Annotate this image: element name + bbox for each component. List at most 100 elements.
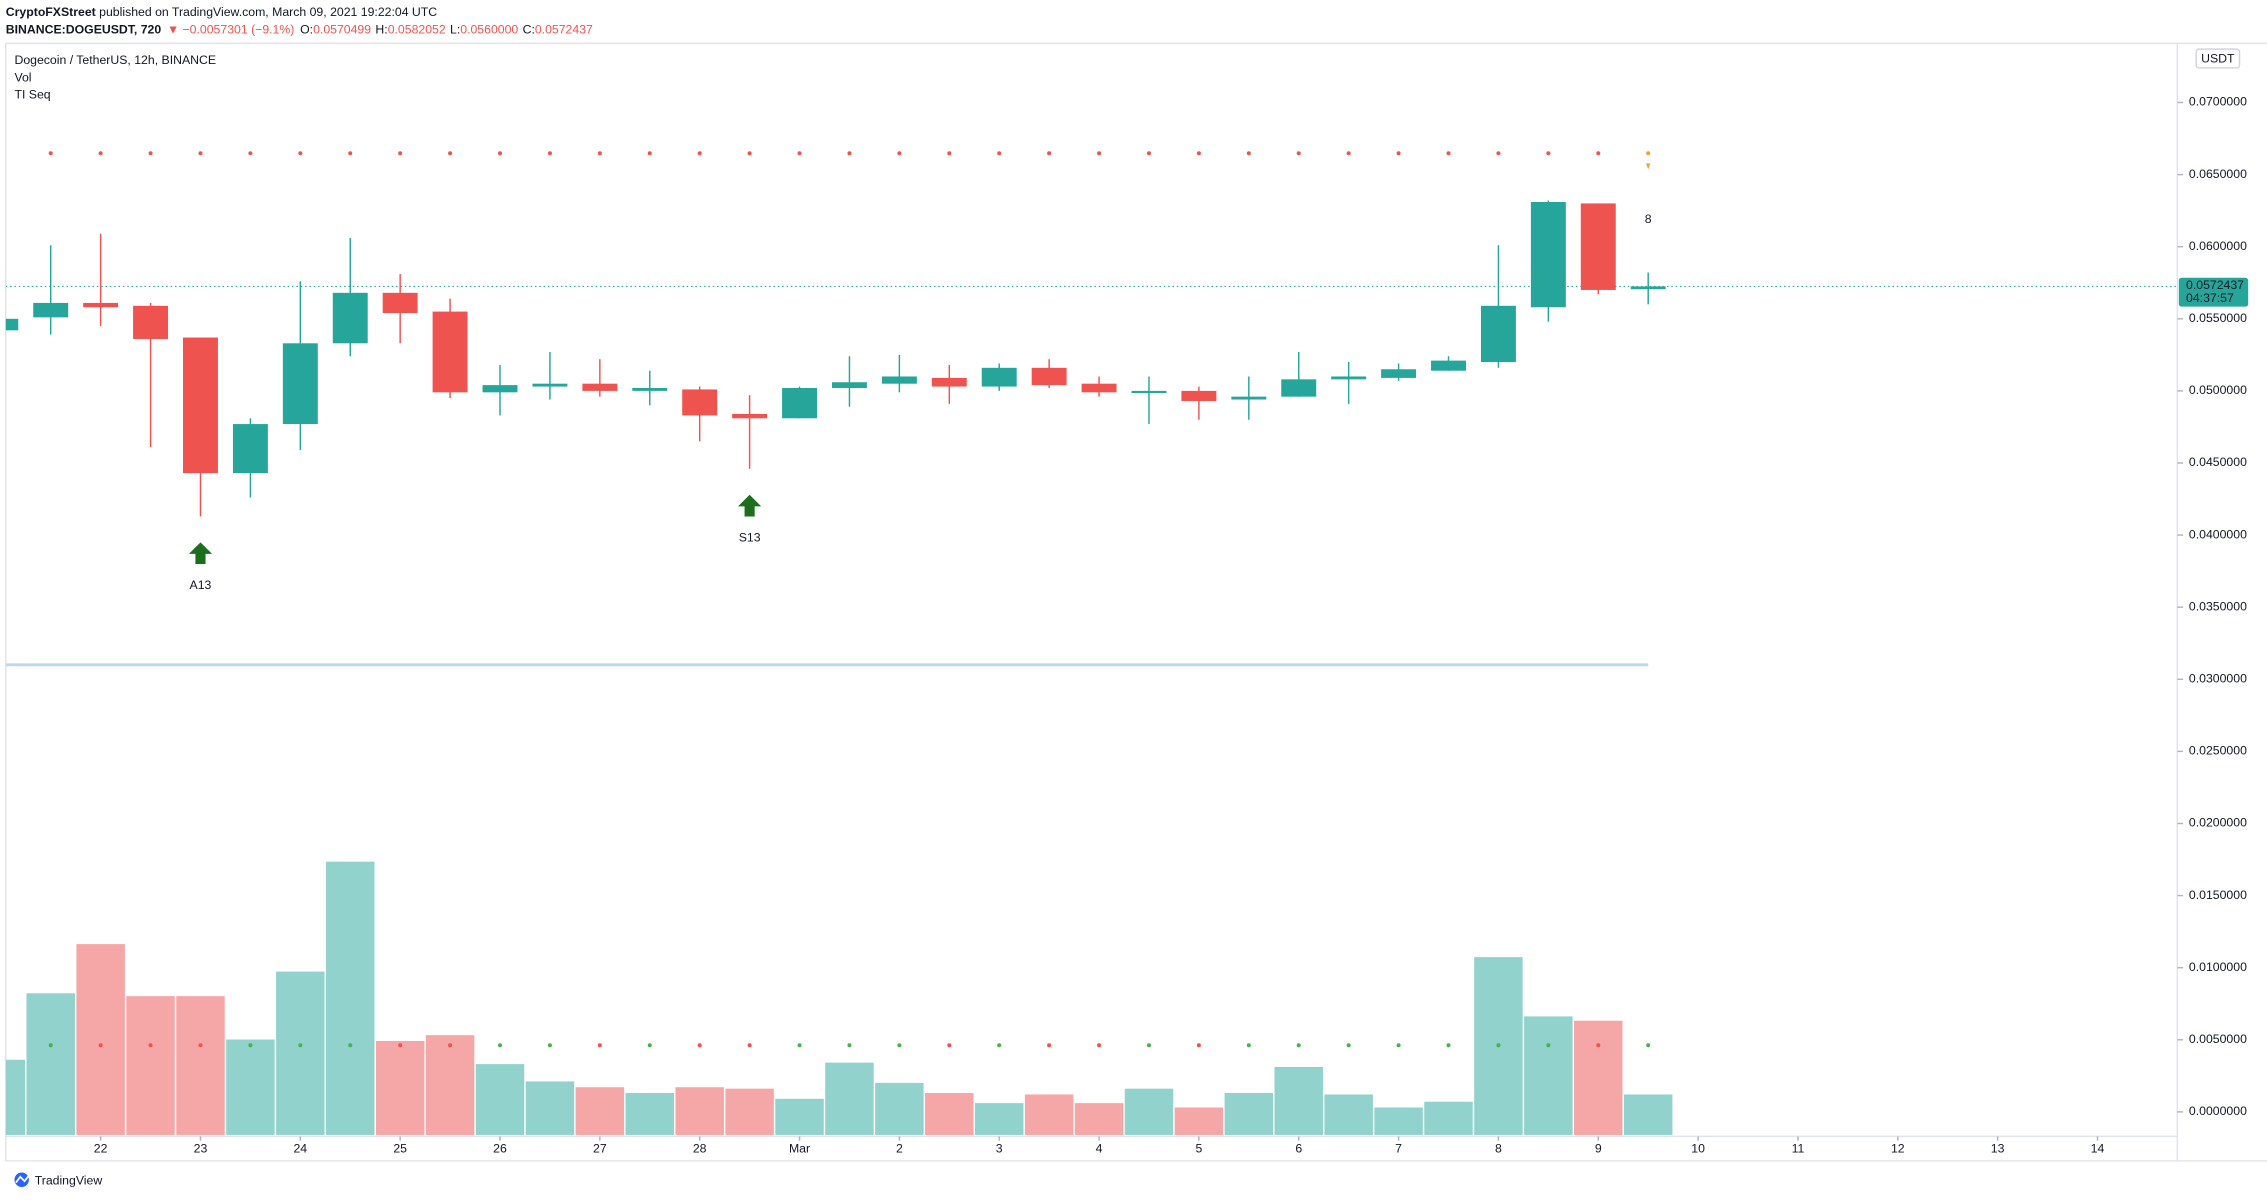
seq-dot <box>1396 151 1401 156</box>
seq-dot <box>1496 1043 1501 1048</box>
seq-dot <box>1296 151 1301 156</box>
seq-dot <box>48 1043 53 1048</box>
seq-dot <box>1646 1043 1651 1048</box>
volume-bar <box>76 944 125 1135</box>
seq-dot <box>547 151 552 156</box>
seq-dot <box>847 151 852 156</box>
x-tick-label: 4 <box>1096 1142 1103 1156</box>
seq-dot <box>198 151 203 156</box>
candle-body <box>831 382 867 389</box>
symbol-line: BINANCE:DOGEUSDT, 720 ▼ −0.0057301 (−9.1%… <box>6 23 593 37</box>
x-tick-label: 6 <box>1295 1142 1302 1156</box>
candle-body <box>532 383 568 387</box>
volume-bar <box>276 971 325 1135</box>
candle-body <box>382 292 418 314</box>
candle-body <box>83 302 119 308</box>
candle-body <box>133 305 169 339</box>
volume-bar <box>725 1088 774 1135</box>
volume-bar <box>1174 1107 1224 1135</box>
volume-bar <box>525 1081 575 1135</box>
candle-body <box>632 388 668 391</box>
seq-dot <box>298 1043 303 1048</box>
seq-dot <box>1047 1043 1052 1048</box>
volume-bar <box>575 1087 625 1135</box>
x-tick-label: 23 <box>194 1142 208 1156</box>
candle-body <box>1131 390 1167 394</box>
seq-count: 8 <box>1645 212 1652 226</box>
seq-dot <box>597 1043 602 1048</box>
legend-title: Dogecoin / TetherUS, 12h, BINANCE <box>14 53 216 67</box>
volume-bar <box>1424 1101 1473 1135</box>
count-arrow <box>1646 163 1651 170</box>
ohlc-key: H: <box>375 23 387 37</box>
candle-body <box>282 343 318 425</box>
candle-body <box>183 337 218 474</box>
x-tick-label: 8 <box>1495 1142 1502 1156</box>
volume-bar <box>775 1098 824 1135</box>
candle-body <box>432 311 468 393</box>
candle-body <box>782 388 818 419</box>
seq-dot <box>1196 151 1201 156</box>
ohlc-value: 0.0570499 <box>313 23 371 37</box>
currency[interactable]: USDT <box>2201 52 2235 66</box>
y-tick-label: 0.0050000 <box>2189 1032 2247 1046</box>
ohlc-value: 0.0582052 <box>388 23 446 37</box>
seq-dot <box>947 1043 952 1048</box>
seq-dot <box>148 1043 153 1048</box>
seq-dot <box>747 1043 752 1048</box>
candle-body <box>5 318 19 331</box>
seq-dot <box>797 1043 802 1048</box>
candle-body <box>232 424 268 474</box>
x-tick-label: 12 <box>1891 1142 1905 1156</box>
legend-vol: Vol <box>14 70 31 84</box>
volume-bar <box>1124 1088 1174 1135</box>
candle-body <box>1331 376 1367 380</box>
volume-bar <box>126 996 175 1135</box>
volume-bar <box>1224 1093 1274 1135</box>
y-tick-label: 0.0450000 <box>2189 455 2247 469</box>
seq-dot <box>1196 1043 1201 1048</box>
seq-dot <box>1546 1043 1551 1048</box>
volume-bar <box>425 1035 475 1135</box>
x-tick-label: 10 <box>1691 1142 1705 1156</box>
symbol: BINANCE:DOGEUSDT, 720 <box>6 23 162 37</box>
y-tick-label: 0.0500000 <box>2189 383 2247 397</box>
candle-body <box>931 377 967 387</box>
seq-dot <box>448 151 453 156</box>
seq-dot <box>497 1043 503 1048</box>
seq-dot <box>647 151 652 156</box>
x-tick-label: 7 <box>1395 1142 1402 1156</box>
seq-dot <box>1146 151 1152 156</box>
volume-bar <box>1024 1094 1074 1135</box>
seq-dot <box>1346 1043 1351 1048</box>
x-tick-label: 27 <box>593 1142 607 1156</box>
seq-dot <box>1246 151 1251 156</box>
seq-dot <box>997 1043 1002 1048</box>
x-tick-label: Mar <box>789 1142 810 1156</box>
seq-dot <box>1446 151 1451 156</box>
y-tick-label: 0.0600000 <box>2189 239 2247 253</box>
x-tick-label: 14 <box>2091 1142 2105 1156</box>
seq-dot <box>48 151 53 156</box>
seq-dot <box>1097 151 1102 156</box>
candle-body <box>1431 360 1466 371</box>
seq-dot <box>497 151 503 156</box>
volume-bar <box>1623 1094 1673 1135</box>
seq-dot <box>98 151 103 156</box>
seq-dot <box>547 1043 552 1048</box>
plot <box>5 151 2178 1135</box>
published: published on TradingView.com, March 09, … <box>96 5 438 19</box>
header-line: CryptoFXStreet published on TradingView.… <box>6 5 437 19</box>
currency-box[interactable] <box>2195 48 2241 69</box>
seq-dot <box>1546 151 1551 156</box>
ohlc-key: C: <box>523 23 535 37</box>
y-tick-label: 0.0250000 <box>2189 744 2247 758</box>
seq-dot <box>897 1043 902 1048</box>
price-label-box <box>2178 277 2249 307</box>
volume-bar <box>326 861 375 1135</box>
candle-body <box>1031 367 1067 386</box>
candle-body <box>1630 286 1666 290</box>
seq-dot <box>1596 151 1601 156</box>
seq-dot <box>997 151 1002 156</box>
